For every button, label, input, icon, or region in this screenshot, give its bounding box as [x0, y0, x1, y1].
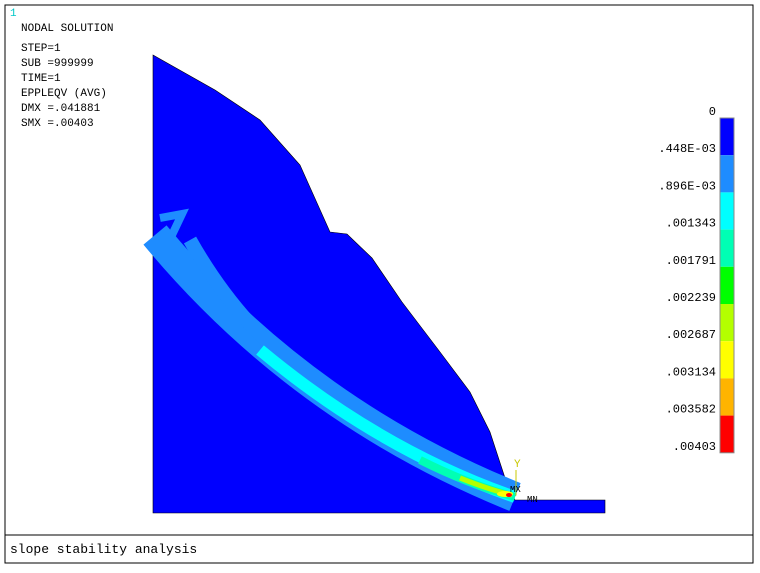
legend-swatch	[720, 415, 734, 453]
legend-swatch	[720, 378, 734, 416]
legend-swatch	[720, 229, 734, 267]
legend-label: .003582	[666, 403, 716, 417]
legend-label: .001791	[666, 254, 716, 268]
header-line: STEP=1	[21, 43, 61, 55]
legend-swatch	[720, 266, 734, 304]
plastic-zone	[159, 208, 189, 237]
legend-swatch	[720, 192, 734, 230]
x-axis-label: X	[542, 487, 549, 499]
legend-swatch	[720, 118, 734, 156]
y-axis-label: Y	[514, 459, 521, 471]
legend-label: .002687	[666, 328, 716, 342]
header-line: SUB =999999	[21, 58, 94, 70]
min-marker: MN	[527, 495, 538, 505]
header-line: DMX =.041881	[21, 103, 101, 115]
plastic-zone	[506, 493, 512, 497]
legend-swatch	[720, 304, 734, 342]
header-line: EPPLEQV (AVG)	[21, 88, 107, 100]
legend-label: .002239	[666, 291, 716, 305]
max-marker: MX	[510, 485, 521, 495]
legend-label: 0	[709, 105, 716, 119]
window-number: 1	[10, 8, 17, 20]
legend-label: .896E-03	[658, 179, 716, 193]
legend-swatch	[720, 341, 734, 379]
header-title: NODAL SOLUTION	[21, 23, 113, 35]
footer-title: slope stability analysis	[10, 542, 197, 557]
header-line: SMX =.00403	[21, 118, 94, 130]
legend-border	[719, 117, 735, 454]
header-line: TIME=1	[21, 73, 61, 85]
legend-label: .00403	[673, 440, 716, 454]
plastic-zone	[183, 236, 305, 376]
legend-label: .448E-03	[658, 142, 716, 156]
legend-label: .001343	[666, 217, 716, 231]
legend-swatch	[720, 155, 734, 193]
slope-model	[152, 54, 606, 514]
legend-label: .003134	[666, 365, 716, 379]
